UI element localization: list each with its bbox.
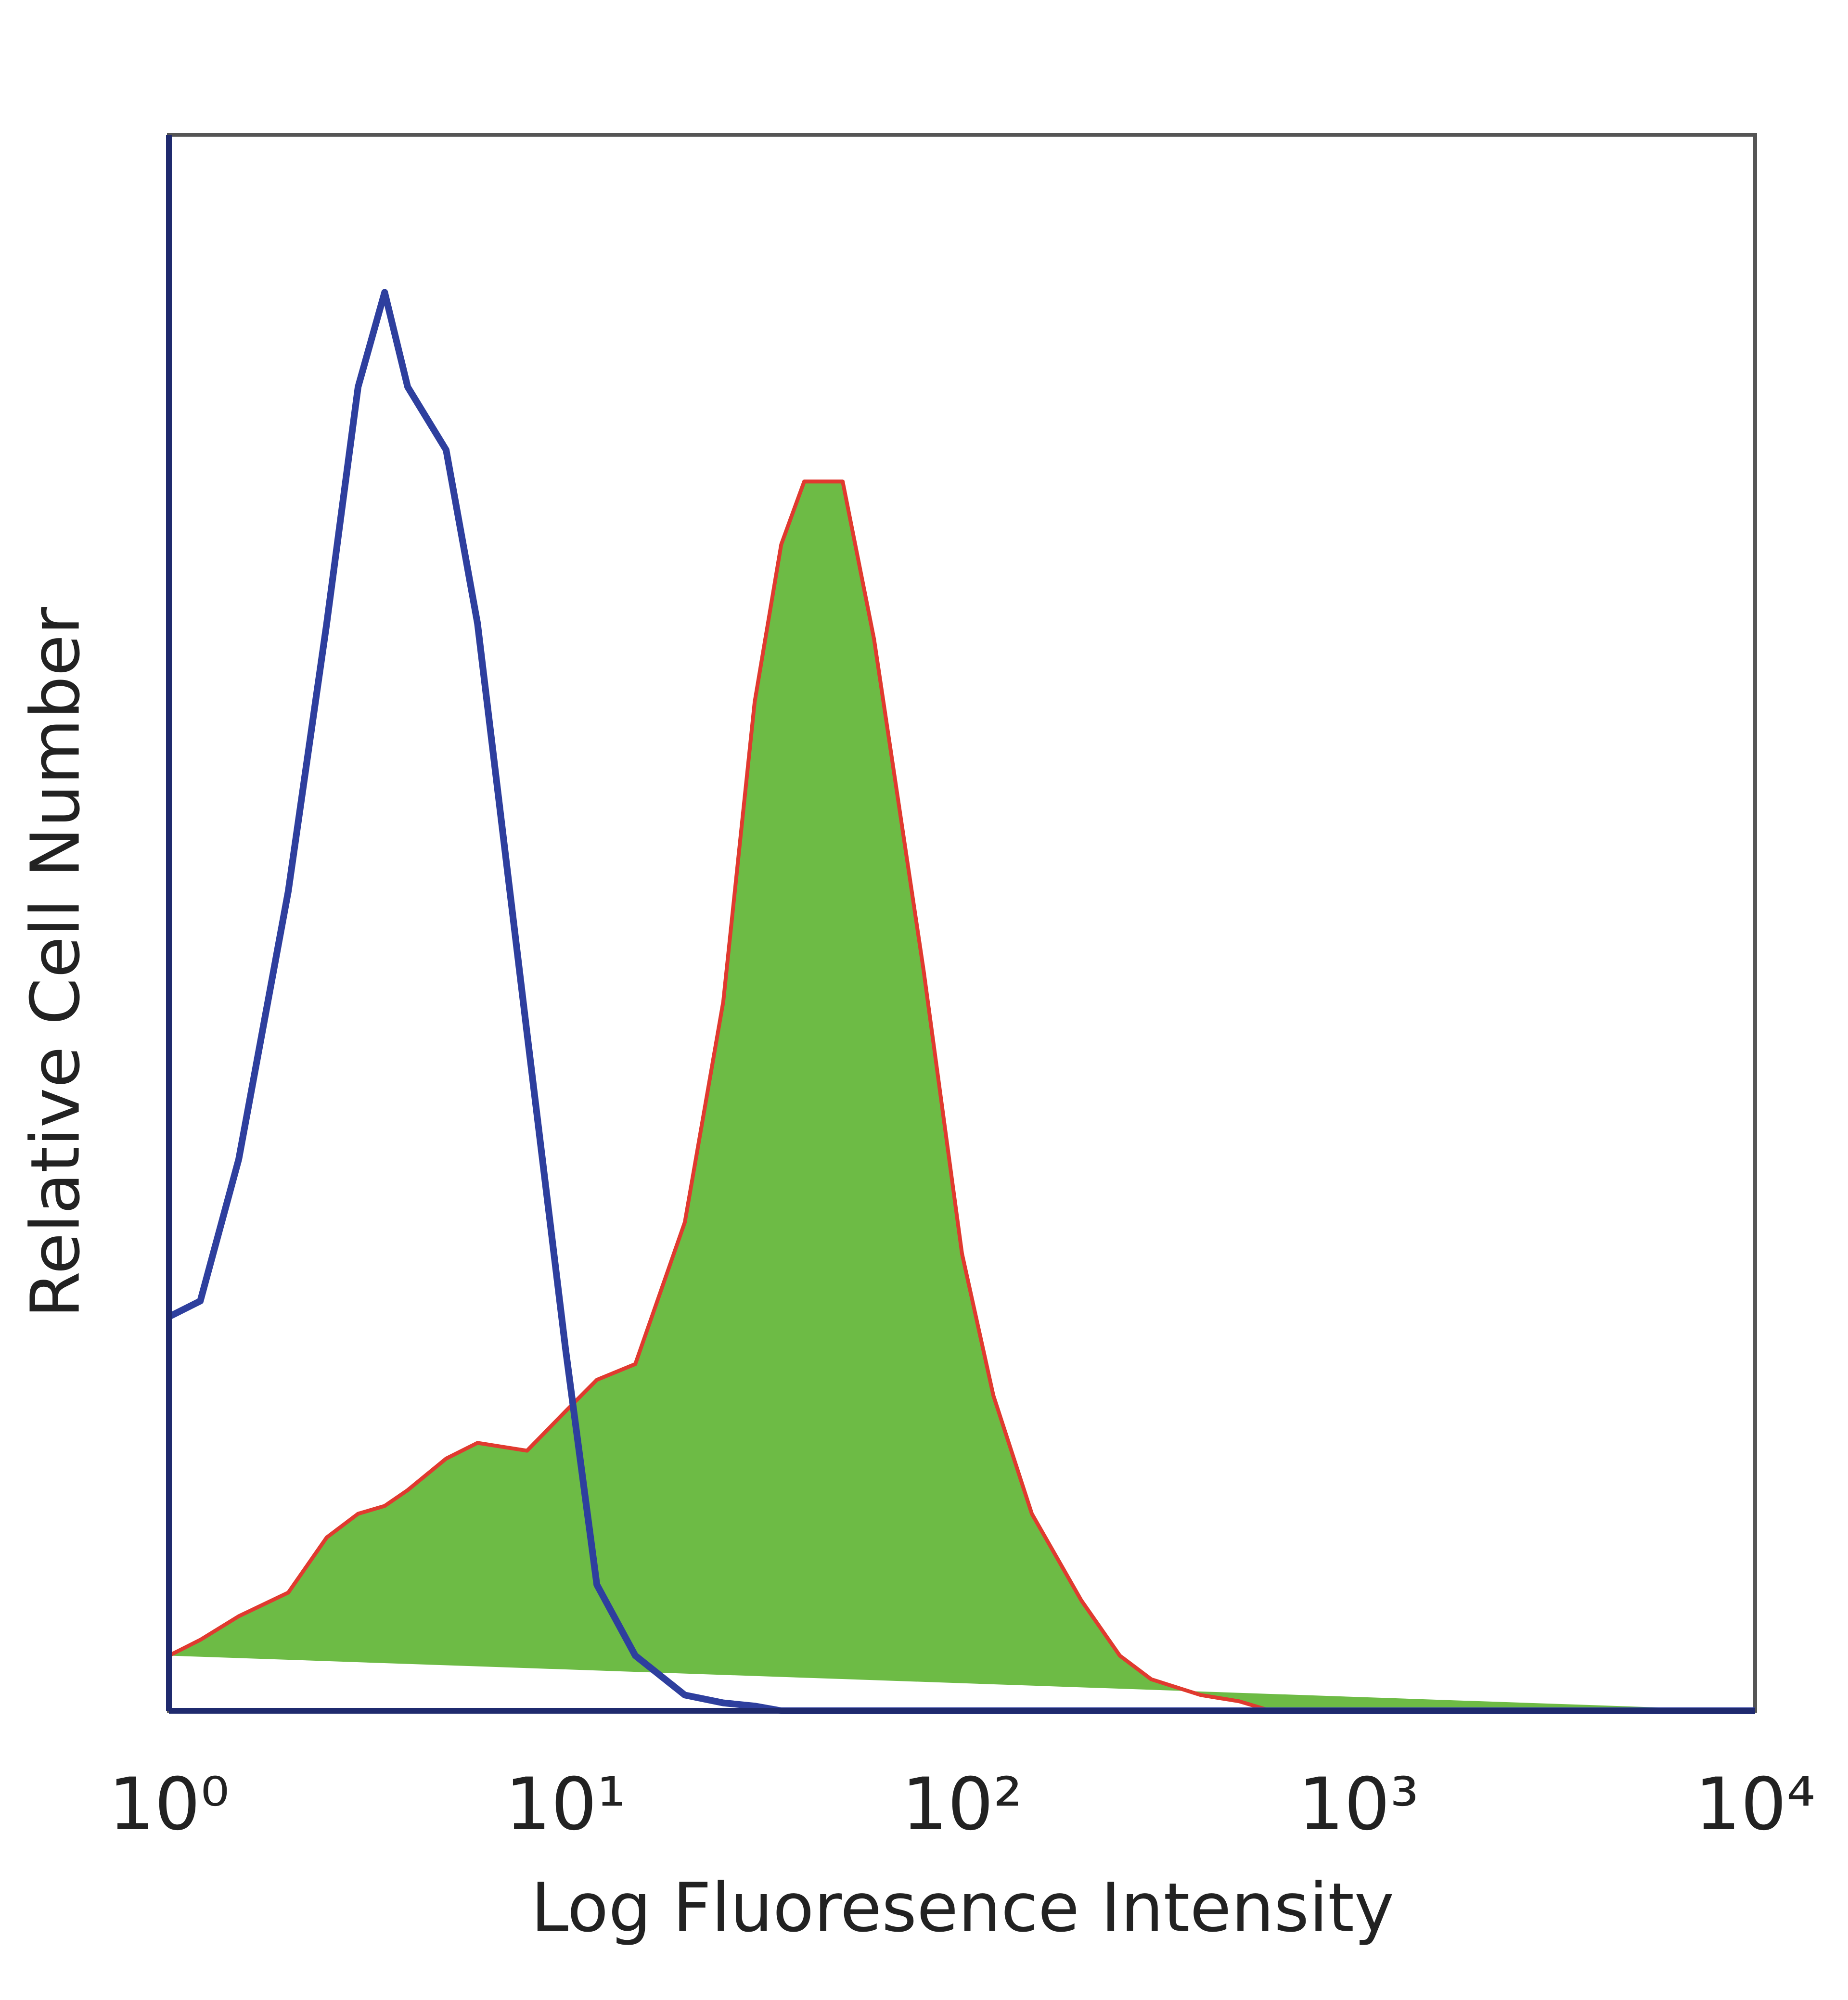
x-tick-label: 10³ xyxy=(1298,1763,1419,1846)
x-tick-label: 10⁰ xyxy=(108,1763,229,1846)
y-axis-label: Relative Cell Number xyxy=(17,607,95,1318)
histogram-area xyxy=(168,479,1755,1713)
x-tick-label: 10⁴ xyxy=(1694,1763,1815,1846)
x-tick-label: 10² xyxy=(901,1763,1022,1846)
x-axis-label: Log Fluoresence Intensity xyxy=(531,1869,1394,1948)
x-tick-label: 10¹ xyxy=(505,1763,626,1846)
